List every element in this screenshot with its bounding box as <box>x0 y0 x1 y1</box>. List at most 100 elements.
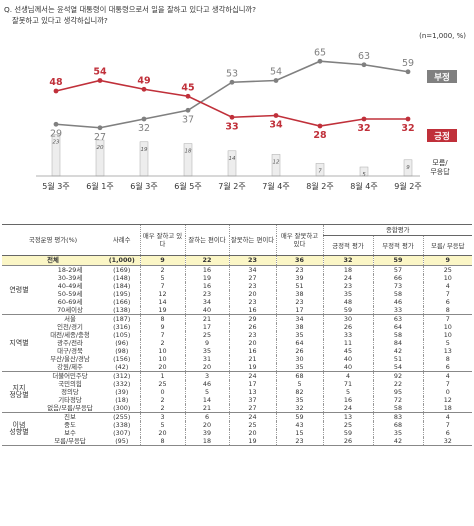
value-cell: 12 <box>139 290 185 298</box>
row-label: 18-29세 <box>57 265 83 274</box>
value-cell: 20 <box>184 421 229 429</box>
value-cell: 9 <box>184 339 229 347</box>
chart-question-line1: Q. 선생님께서는 윤석열 대통령이 대통령으로서 일을 잘하고 있다고 생각하… <box>4 5 256 14</box>
table-row: 강원/제주 (42) 20 20 19 35 40 54 6 <box>2 363 473 372</box>
value-cell: 8 <box>139 314 185 323</box>
value-cell: 7 <box>422 314 473 323</box>
header-overall: 종합평가 <box>322 224 473 236</box>
dont-know-bar-label: 18 <box>185 149 192 155</box>
dont-know-bar-label: 7 <box>318 168 322 174</box>
value-cell: 72 <box>372 396 423 404</box>
value-cell: 43 <box>275 421 323 429</box>
row-label: 60-69세 <box>57 298 83 306</box>
value-cell: 26 <box>322 323 373 331</box>
table-row: 부산/울산/경남 (156) 10 31 21 30 40 51 8 <box>2 355 473 363</box>
value-cell: 23 <box>275 298 323 306</box>
value-cell: 17 <box>275 306 323 315</box>
value-cell: 14 <box>139 298 185 306</box>
value-cell: 25 <box>422 265 473 274</box>
value-cell: 6 <box>422 298 473 306</box>
value-cell: 20 <box>139 429 185 437</box>
legend-dont-know-label-line1: 모름/ <box>432 159 448 167</box>
value-cell: 21 <box>184 314 229 323</box>
negative-value-label: 65 <box>314 47 326 58</box>
value-cell: 35 <box>275 363 323 372</box>
negative-point <box>273 78 279 83</box>
table-row: 광주/전라 (96) 2 9 20 64 11 84 5 <box>2 339 473 347</box>
value-cell: 7 <box>139 331 185 339</box>
value-cell: 59 <box>275 412 323 421</box>
value-cell: 7 <box>422 290 473 298</box>
value-cell: 51 <box>372 355 423 363</box>
value-cell: 34 <box>228 265 276 274</box>
value-cell: 15 <box>275 429 323 437</box>
value-cell: 29 <box>228 314 276 323</box>
value-cell: 33 <box>322 331 373 339</box>
approval-trend-chart: Q. 선생님께서는 윤석열 대통령이 대통령으로서 일을 잘하고 있다고 생각하… <box>4 5 466 191</box>
value-cell: 34 <box>275 314 323 323</box>
value-cell: 45 <box>322 347 373 355</box>
x-tick-label: 7월 4주 <box>262 181 289 191</box>
legend-negative-box <box>427 70 457 83</box>
row-label: 광주/전라 <box>57 339 83 347</box>
table-row: 보수 (307) 20 39 20 15 59 35 6 <box>2 429 473 437</box>
positive-point <box>185 93 191 99</box>
value-cell: 18 <box>422 404 473 413</box>
negative-value-label: 63 <box>358 51 370 62</box>
value-cell: 2 <box>139 404 185 413</box>
value-cell: 59 <box>322 306 373 315</box>
dont-know-bar-label: 9 <box>406 165 410 171</box>
value-cell: 31 <box>184 355 229 363</box>
table-row-total: 전체 (1,000) 9 22 23 36 32 59 9 <box>2 255 473 266</box>
sample-size: (39) <box>115 388 129 396</box>
x-tick-label: 5월 3주 <box>42 181 69 191</box>
value-cell: 21 <box>184 404 229 413</box>
table-row: 30-39세 (148) 5 19 27 39 24 66 10 <box>2 274 473 282</box>
value-cell: 6 <box>422 429 473 437</box>
value-cell: 32 <box>422 437 473 446</box>
sample-size: (169) <box>113 265 131 274</box>
value-cell: 17 <box>184 323 229 331</box>
value-cell: 5 <box>422 339 473 347</box>
x-tick-label: 8월 4주 <box>350 181 377 191</box>
value-cell: 95 <box>372 388 423 396</box>
value-cell: 8 <box>139 437 185 446</box>
sample-size: (195) <box>113 290 131 298</box>
positive-point <box>53 88 59 94</box>
value-cell: 82 <box>275 388 323 396</box>
table-row: 대구/경북 (98) 10 35 16 26 45 42 13 <box>2 347 473 355</box>
row-label: 40-49세 <box>57 282 83 290</box>
dont-know-bar-label: 14 <box>229 156 236 162</box>
negative-point <box>185 107 191 113</box>
value-cell: 10 <box>422 323 473 331</box>
table-row: 기타정당 (18) 2 14 37 35 16 72 12 <box>2 396 473 404</box>
value-cell: 18 <box>184 437 229 446</box>
value-cell: 30 <box>322 314 373 323</box>
value-cell: 32 <box>322 255 373 266</box>
negative-point <box>361 62 367 68</box>
sample-size: (42) <box>104 363 140 372</box>
value-cell: 18 <box>322 265 373 274</box>
value-cell: 0 <box>422 388 473 396</box>
value-cell: 23 <box>228 298 276 306</box>
value-cell: 59 <box>322 429 373 437</box>
value-cell: 46 <box>372 298 423 306</box>
value-cell: 9 <box>139 323 185 331</box>
value-cell: 58 <box>372 331 423 339</box>
table-row: 인천/경기 (316) 9 17 26 38 26 64 10 <box>2 323 473 331</box>
value-cell: 35 <box>275 396 323 404</box>
value-cell: 19 <box>228 363 276 372</box>
value-cell: 3 <box>139 412 185 421</box>
sample-size: (187) <box>113 314 131 323</box>
value-cell: 4 <box>422 412 473 421</box>
positive-value-label: 28 <box>313 130 327 141</box>
positive-value-label: 45 <box>181 82 194 93</box>
value-cell: 24 <box>322 274 373 282</box>
negative-value-label: 37 <box>182 114 194 125</box>
negative-point <box>405 69 411 75</box>
sample-size: (148) <box>113 274 131 282</box>
value-cell: 40 <box>184 306 229 315</box>
positive-point <box>405 116 411 122</box>
value-cell: 26 <box>275 347 323 355</box>
legend-dont-know-label-line2: 무응답 <box>430 167 450 176</box>
